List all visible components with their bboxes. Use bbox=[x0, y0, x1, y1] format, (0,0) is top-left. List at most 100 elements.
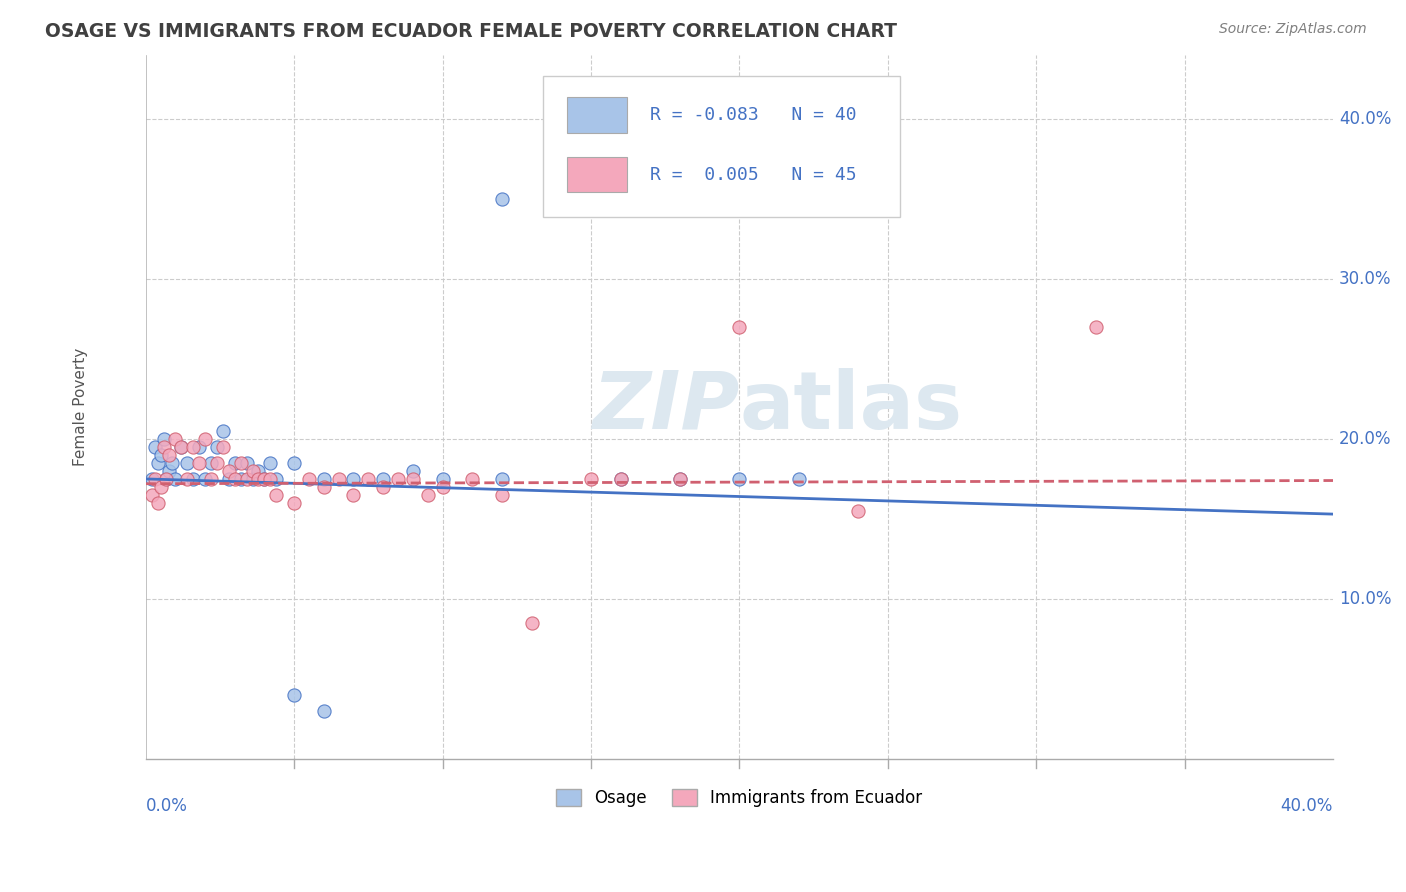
Point bbox=[253, 472, 276, 486]
Text: 10.0%: 10.0% bbox=[1339, 590, 1392, 607]
Text: Female Poverty: Female Poverty bbox=[73, 348, 89, 467]
Point bbox=[283, 456, 305, 470]
Point bbox=[432, 472, 454, 486]
Point bbox=[235, 456, 257, 470]
Point bbox=[143, 472, 166, 486]
Text: Source: ZipAtlas.com: Source: ZipAtlas.com bbox=[1219, 22, 1367, 37]
Point bbox=[212, 440, 235, 454]
Legend: Osage, Immigrants from Ecuador: Osage, Immigrants from Ecuador bbox=[550, 782, 929, 814]
Text: R =  0.005   N = 45: R = 0.005 N = 45 bbox=[651, 166, 856, 184]
Point bbox=[328, 472, 350, 486]
Point bbox=[218, 464, 240, 478]
Point bbox=[298, 472, 321, 486]
Point bbox=[218, 472, 240, 486]
Point bbox=[170, 440, 193, 454]
Text: 40.0%: 40.0% bbox=[1281, 797, 1333, 815]
Point bbox=[312, 704, 335, 718]
Point bbox=[669, 472, 692, 486]
Point bbox=[229, 456, 252, 470]
Point bbox=[266, 488, 288, 502]
Point bbox=[165, 432, 187, 446]
Point bbox=[149, 480, 172, 494]
Point bbox=[259, 472, 281, 486]
Point bbox=[373, 480, 395, 494]
Point bbox=[152, 432, 174, 446]
Point bbox=[491, 488, 513, 502]
Point bbox=[402, 472, 425, 486]
Point bbox=[152, 440, 174, 454]
Point bbox=[846, 504, 869, 518]
Point bbox=[181, 472, 204, 486]
Point bbox=[728, 472, 751, 486]
Point bbox=[283, 496, 305, 510]
Text: atlas: atlas bbox=[740, 368, 963, 446]
Point bbox=[194, 472, 217, 486]
Point bbox=[176, 456, 198, 470]
Point bbox=[162, 456, 184, 470]
Point bbox=[176, 472, 198, 486]
Point bbox=[669, 472, 692, 486]
Point bbox=[266, 472, 288, 486]
Point bbox=[200, 456, 222, 470]
Point bbox=[205, 440, 228, 454]
Point bbox=[146, 496, 169, 510]
Point bbox=[247, 464, 270, 478]
Point bbox=[312, 472, 335, 486]
Point bbox=[149, 448, 172, 462]
Text: 20.0%: 20.0% bbox=[1339, 430, 1392, 448]
Text: R = -0.083   N = 40: R = -0.083 N = 40 bbox=[651, 106, 856, 124]
Point bbox=[170, 440, 193, 454]
Point bbox=[520, 615, 543, 630]
Point bbox=[159, 464, 181, 478]
Point bbox=[224, 456, 246, 470]
Point bbox=[491, 192, 513, 206]
Point bbox=[259, 456, 281, 470]
Point bbox=[146, 456, 169, 470]
Point bbox=[461, 472, 484, 486]
Point bbox=[253, 472, 276, 486]
Text: ZIP: ZIP bbox=[592, 368, 740, 446]
Point bbox=[416, 488, 439, 502]
Point bbox=[402, 464, 425, 478]
Point bbox=[579, 472, 602, 486]
Point bbox=[212, 424, 235, 438]
Point bbox=[312, 480, 335, 494]
Point bbox=[242, 472, 264, 486]
Point bbox=[224, 472, 246, 486]
Point bbox=[342, 488, 364, 502]
Point bbox=[373, 472, 395, 486]
Point bbox=[787, 472, 810, 486]
Point bbox=[155, 472, 177, 486]
Point bbox=[200, 472, 222, 486]
FancyBboxPatch shape bbox=[567, 97, 627, 133]
Text: 0.0%: 0.0% bbox=[146, 797, 187, 815]
Point bbox=[143, 440, 166, 454]
Point bbox=[242, 464, 264, 478]
Point bbox=[181, 440, 204, 454]
Point bbox=[229, 472, 252, 486]
Text: 30.0%: 30.0% bbox=[1339, 270, 1392, 288]
Point bbox=[188, 440, 211, 454]
Text: 40.0%: 40.0% bbox=[1339, 110, 1392, 128]
Point bbox=[609, 472, 631, 486]
Point bbox=[387, 472, 409, 486]
FancyBboxPatch shape bbox=[567, 157, 627, 193]
Point bbox=[165, 472, 187, 486]
Point bbox=[194, 432, 217, 446]
Point bbox=[155, 472, 177, 486]
FancyBboxPatch shape bbox=[544, 76, 900, 217]
Point bbox=[1084, 320, 1107, 334]
Point bbox=[159, 448, 181, 462]
Point bbox=[141, 488, 163, 502]
Point bbox=[357, 472, 380, 486]
Text: OSAGE VS IMMIGRANTS FROM ECUADOR FEMALE POVERTY CORRELATION CHART: OSAGE VS IMMIGRANTS FROM ECUADOR FEMALE … bbox=[45, 22, 897, 41]
Point bbox=[205, 456, 228, 470]
Point bbox=[141, 472, 163, 486]
Point bbox=[235, 472, 257, 486]
Point bbox=[247, 472, 270, 486]
Point bbox=[342, 472, 364, 486]
Point bbox=[491, 472, 513, 486]
Point bbox=[283, 688, 305, 702]
Point bbox=[432, 480, 454, 494]
Point bbox=[188, 456, 211, 470]
